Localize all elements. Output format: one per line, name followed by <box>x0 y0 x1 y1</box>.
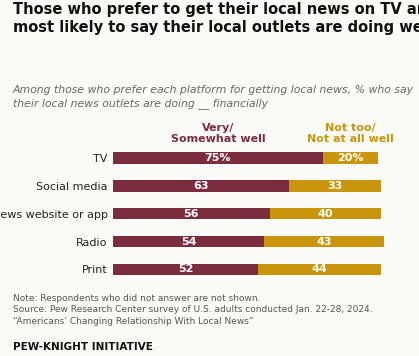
Bar <box>289 180 381 192</box>
Bar <box>113 152 323 164</box>
Text: Note: Respondents who did not answer are not shown.
Source: Pew Research Center : Note: Respondents who did not answer are… <box>13 294 372 326</box>
Text: 52: 52 <box>178 265 194 274</box>
Text: 63: 63 <box>194 181 209 191</box>
Bar <box>269 208 381 219</box>
Text: 20%: 20% <box>337 153 364 163</box>
Bar <box>113 208 269 219</box>
Bar <box>113 180 289 192</box>
Text: Among those who prefer each platform for getting local news, % who say
their loc: Among those who prefer each platform for… <box>13 85 414 109</box>
Bar <box>323 152 378 164</box>
Bar <box>259 263 381 275</box>
Bar <box>113 236 264 247</box>
Bar <box>113 263 259 275</box>
Text: 44: 44 <box>312 265 328 274</box>
Text: Not too/
Not at all well: Not too/ Not at all well <box>307 123 394 145</box>
Text: PEW-KNIGHT INITIATIVE: PEW-KNIGHT INITIATIVE <box>13 342 153 352</box>
Text: 56: 56 <box>184 209 199 219</box>
Text: Very/
Somewhat well: Very/ Somewhat well <box>171 123 265 145</box>
Text: 40: 40 <box>318 209 333 219</box>
Text: Those who prefer to get their local news on TV are
most likely to say their loca: Those who prefer to get their local news… <box>13 2 419 35</box>
Text: 43: 43 <box>316 236 332 246</box>
Text: 33: 33 <box>328 181 343 191</box>
Bar <box>264 236 384 247</box>
Text: 75%: 75% <box>204 153 231 163</box>
Text: 54: 54 <box>181 236 196 246</box>
